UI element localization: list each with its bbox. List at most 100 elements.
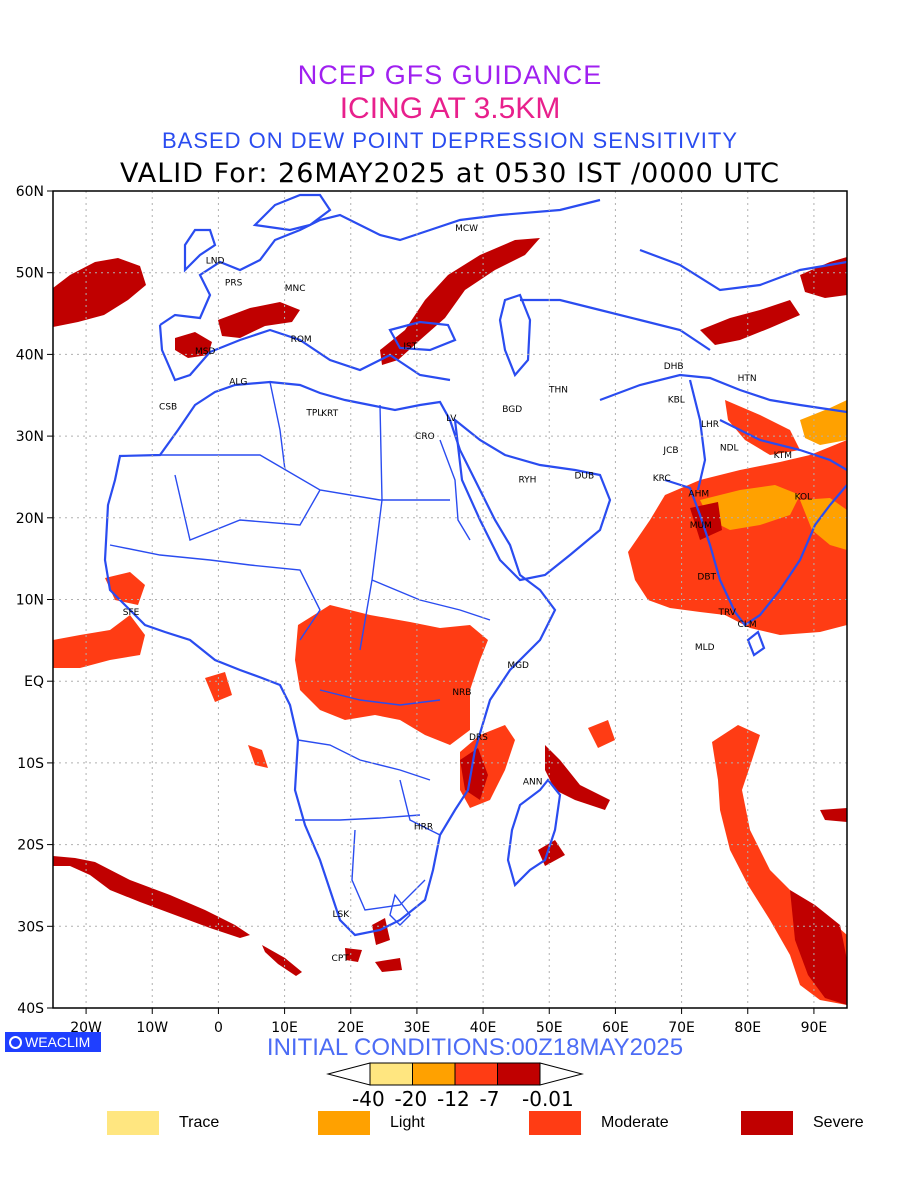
- icing-areas: [53, 238, 847, 1005]
- chart-method-note: BASED ON DEW POINT DEPRESSION SENSITIVIT…: [161, 128, 739, 153]
- icing-area-himalaya-moderate: [725, 400, 800, 455]
- legend-swatch-trace: [107, 1111, 159, 1135]
- station-label: TPL: [305, 408, 322, 418]
- station-label: HTN: [738, 374, 757, 384]
- colorbar-tick-label: -20: [394, 1087, 428, 1111]
- tick-label-lon: 60E: [602, 1020, 629, 1036]
- legend-label-severe: Severe: [813, 1114, 864, 1131]
- tick-label-lon: 30E: [404, 1020, 431, 1036]
- border-asia-5: [639, 248, 847, 292]
- station-label: DRS: [469, 733, 488, 743]
- colorbar-tick-label: -12: [437, 1087, 470, 1111]
- station-label: DHB: [664, 362, 684, 372]
- tick-label-lat: 10S: [17, 756, 44, 772]
- station-label: DBT: [697, 573, 716, 583]
- station-label: KRT: [321, 409, 339, 419]
- icing-area-south-atlantic: [53, 856, 250, 938]
- map-axes: 20W 10W 0 10E 20E 30E 40E 50E 60E 70E 80E 90E60N50N…: [16, 184, 828, 1036]
- tick-label-lon: 90E: [801, 1020, 828, 1036]
- legend-swatch-severe: [741, 1111, 793, 1135]
- station-label: CLM: [738, 620, 757, 630]
- station-label: JCB: [662, 446, 678, 456]
- station-label: HRR: [414, 823, 433, 833]
- border-africa-2: [269, 381, 286, 471]
- tick-label-lon: 10W: [136, 1020, 168, 1036]
- coastline-mediterranean-north: [158, 324, 451, 382]
- tick-label-lat: 60N: [16, 184, 44, 200]
- icing-area-seychelles: [588, 720, 615, 748]
- tick-label-lat: 50N: [16, 266, 44, 282]
- coastline-british-isles: [183, 228, 217, 273]
- country-borders: [109, 381, 491, 926]
- station-label: NRB: [452, 688, 471, 698]
- icing-area-india-moderate: [628, 440, 847, 635]
- station-label: NDL: [720, 444, 739, 454]
- tick-label-lat: 30N: [16, 429, 44, 445]
- station-label: PRS: [225, 279, 243, 289]
- tick-label-lon: 40E: [470, 1020, 497, 1036]
- map-grid: [53, 191, 847, 1008]
- icing-area-india-light: [700, 485, 800, 530]
- colorbar-tick-label: -40: [352, 1087, 385, 1111]
- border-africa-12: [439, 439, 471, 541]
- coastline-arabia: [453, 417, 612, 582]
- colorbar-tick-label: -0.01: [522, 1087, 574, 1111]
- legend-item-moderate: Moderate: [529, 1111, 669, 1135]
- station-label: MGD: [507, 661, 529, 671]
- icing-area-central-africa: [295, 605, 488, 745]
- icing-area-india-light-2: [800, 498, 847, 550]
- tick-label-lon: 50E: [536, 1020, 563, 1036]
- station-label: KOL: [795, 493, 813, 503]
- station-label: AHM: [688, 489, 709, 499]
- tick-label-lat: 10N: [16, 593, 44, 609]
- icing-area-central-asia: [700, 300, 800, 345]
- brand-badge: WEACLIM: [5, 1032, 101, 1052]
- border-africa-3: [359, 404, 383, 651]
- tick-label-lat: 20S: [17, 838, 44, 854]
- border-africa-13: [399, 779, 441, 836]
- initial-conditions: INITIAL CONDITIONS:00Z18MAY2025: [266, 1034, 684, 1061]
- station-label: LSK: [333, 910, 351, 920]
- valid-time: VALID For: 26MAY2025 at 0530 IST /0000 U…: [120, 158, 780, 189]
- station-label: ANN: [523, 778, 543, 788]
- icing-area-atlantic-north: [53, 258, 146, 327]
- station-label: MUM: [690, 521, 712, 531]
- station-label: KTM: [774, 451, 792, 461]
- station-label: KRC: [653, 474, 671, 484]
- weaclim-logo-icon: [9, 1035, 22, 1049]
- icing-area-south-africa: [372, 918, 390, 945]
- border-africa-1: [160, 454, 450, 501]
- tick-label-lon: 10E: [271, 1020, 298, 1036]
- icing-area-angola: [248, 745, 268, 768]
- station-label: RYH: [518, 475, 536, 485]
- icing-area-mozambique-severe: [460, 748, 488, 800]
- coastline-madagascar: [506, 778, 562, 888]
- station-label: THN: [548, 386, 568, 396]
- station-label: ROM: [291, 335, 312, 345]
- brand-name: WEACLIM: [25, 1034, 91, 1050]
- chart-subtitle: ICING AT 3.5KM: [339, 92, 561, 125]
- coastline-scandinavia: [252, 193, 332, 232]
- coastline-caspian-sea: [498, 293, 532, 378]
- tick-label-lon: 70E: [668, 1020, 695, 1036]
- station-label: BGD: [502, 405, 522, 415]
- station-label: ALG: [229, 377, 247, 387]
- legend-swatch-light: [318, 1111, 370, 1135]
- coastline-africa: [103, 380, 557, 937]
- icing-area-southern-europe: [218, 302, 300, 338]
- station-label: MNC: [285, 284, 306, 294]
- border-asia-4: [719, 419, 847, 471]
- border-asia-3: [688, 379, 707, 491]
- border-africa-6: [249, 564, 321, 641]
- station-label: LHR: [701, 420, 719, 430]
- station-label: CSB: [159, 403, 177, 413]
- legend-label-trace: Trace: [179, 1114, 220, 1131]
- border-africa-9: [297, 739, 431, 781]
- border-africa-10: [295, 814, 421, 821]
- station-label: DUB: [574, 471, 594, 481]
- station-label: CRO: [415, 432, 435, 442]
- station-label: LND: [206, 256, 225, 266]
- station-label: LV: [446, 414, 457, 424]
- station-label: SFE: [123, 608, 140, 618]
